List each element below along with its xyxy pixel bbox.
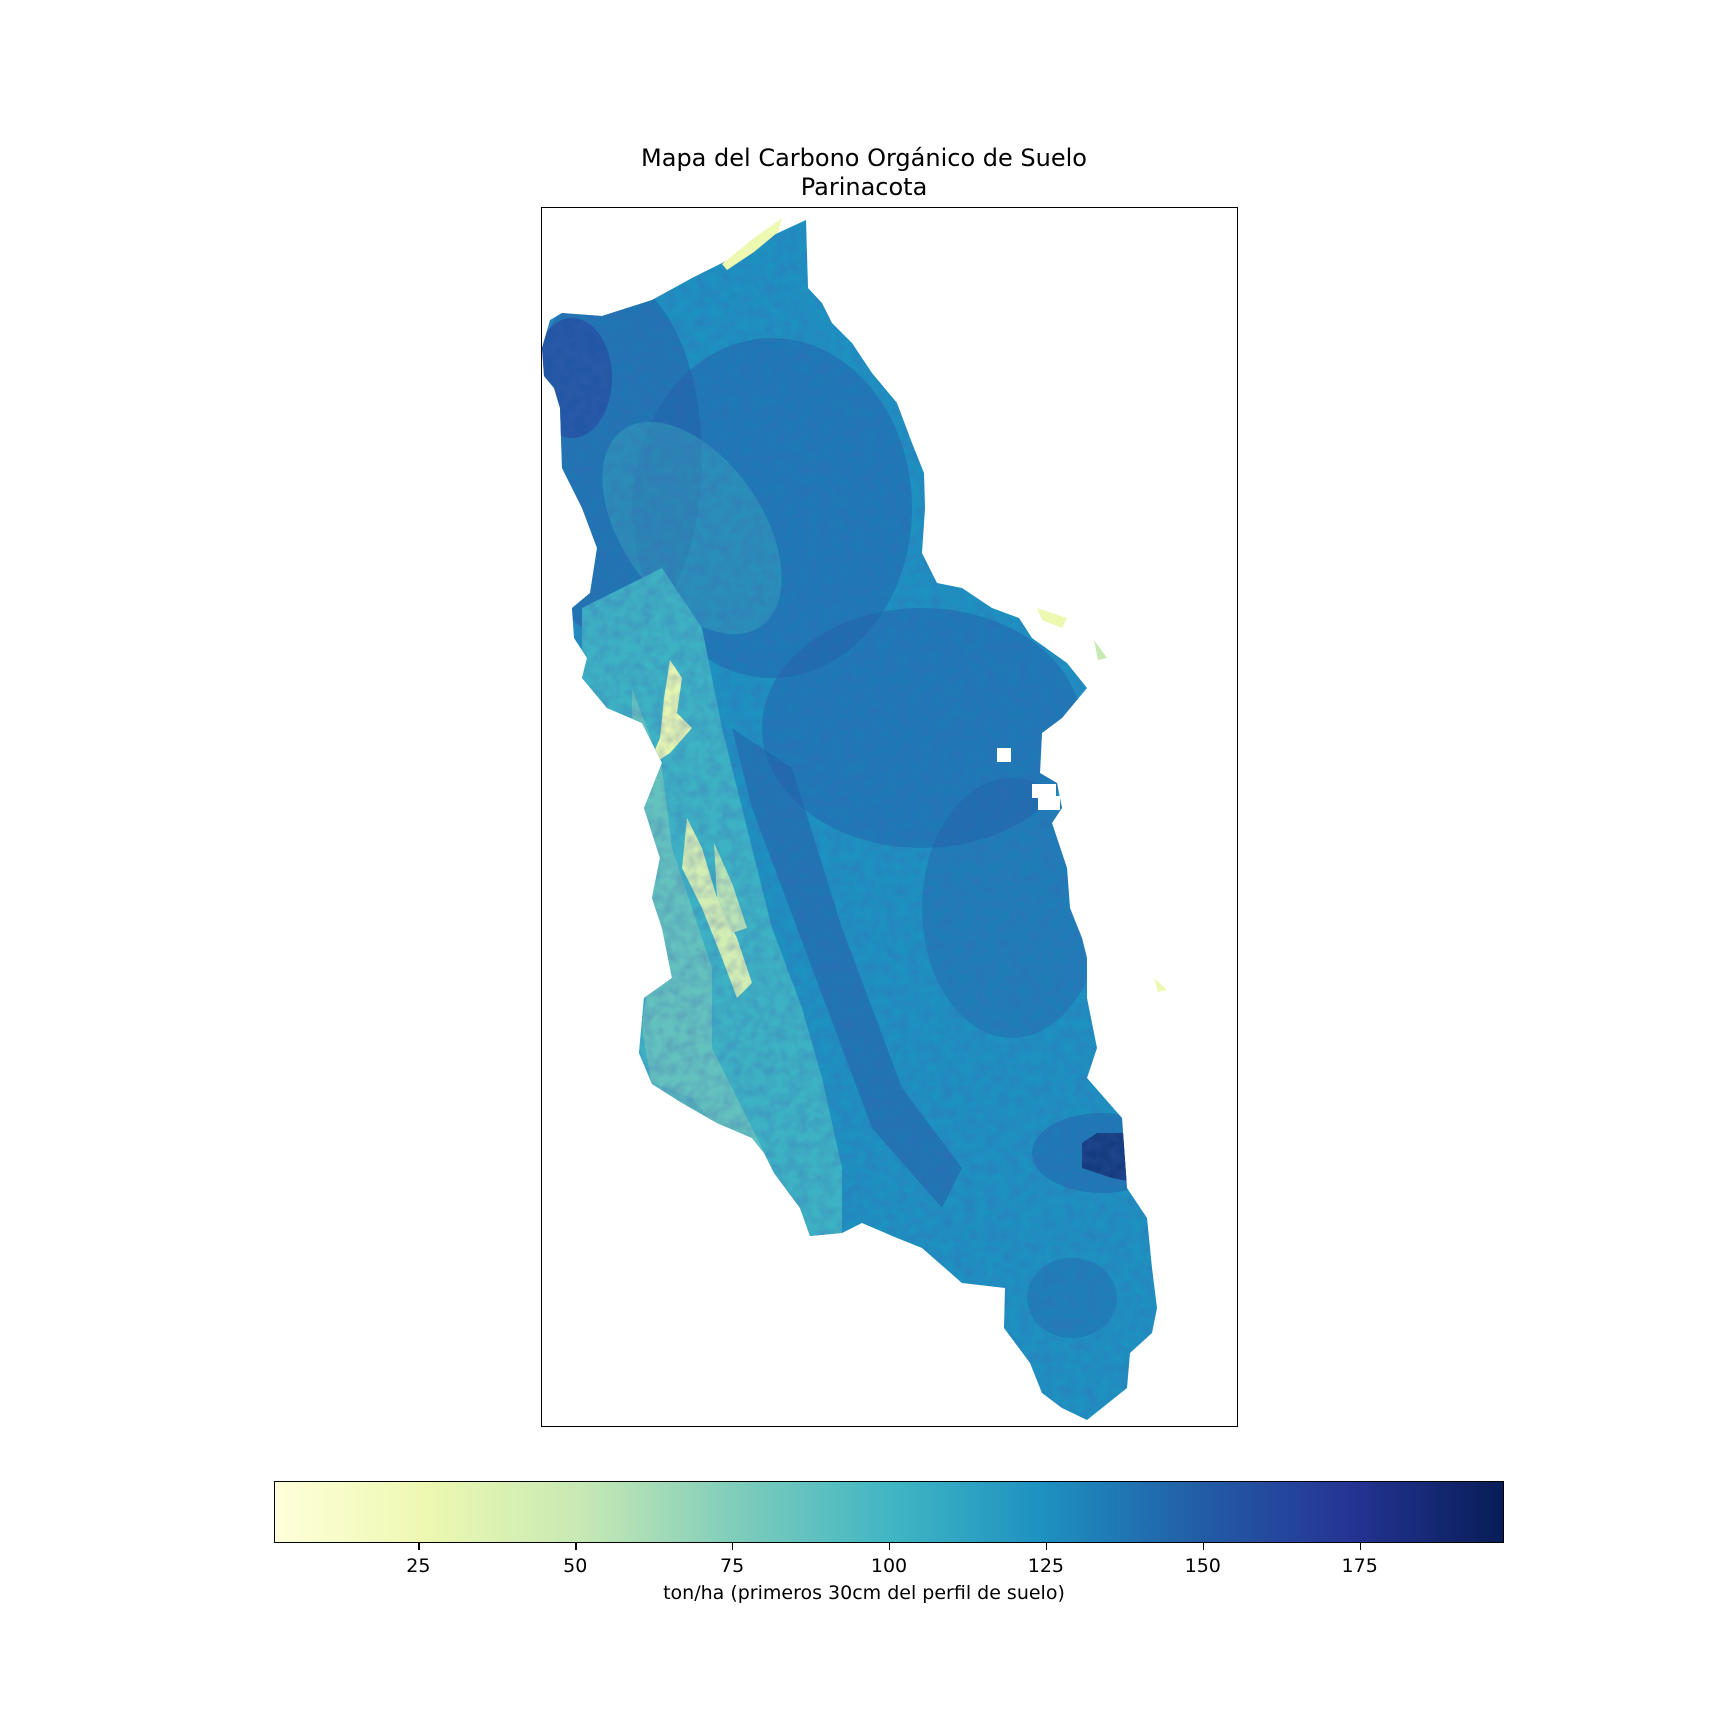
colorbar-tick-label: 50 — [563, 1555, 588, 1577]
map-panel — [541, 207, 1238, 1427]
colorbar-tick — [732, 1543, 734, 1550]
soil-carbon-raster — [542, 218, 1167, 1420]
colorbar-tick-label: 100 — [870, 1555, 908, 1577]
colorbar-tick — [1359, 1543, 1361, 1550]
nodata-hole — [997, 748, 1011, 762]
colorbar — [274, 1481, 1504, 1543]
colorbar-label: ton/ha (primeros 30cm del perfil de suel… — [663, 1582, 1065, 1604]
colorbar-tick-label: 75 — [720, 1555, 745, 1577]
raster-edge-fringe — [1037, 608, 1067, 628]
colorbar-tick — [1202, 1543, 1205, 1550]
map-title: Mapa del Carbono Orgánico de Suelo — [641, 144, 1087, 172]
colorbar-tick — [418, 1543, 420, 1550]
raster-dark-spot — [1088, 926, 1116, 950]
raster-layer — [542, 220, 1157, 1420]
raster-texture — [542, 220, 1157, 1420]
colorbar-tick-label: 25 — [406, 1555, 431, 1577]
colorbar-tick-label: 150 — [1184, 1555, 1221, 1577]
map-subtitle: Parinacota — [800, 173, 928, 201]
colorbar-tick-label: 125 — [1027, 1555, 1064, 1577]
nodata-hole — [1032, 784, 1056, 798]
raster-edge-fringe — [1094, 640, 1107, 660]
colorbar-tick — [1045, 1543, 1048, 1550]
colorbar-tick — [575, 1543, 577, 1550]
colorbar-tick-label: 175 — [1341, 1555, 1378, 1577]
raster-edge-fringe — [722, 218, 782, 270]
raster-edge-fringe — [1154, 978, 1167, 992]
nodata-hole — [1038, 796, 1060, 810]
colorbar-tick — [889, 1543, 891, 1550]
